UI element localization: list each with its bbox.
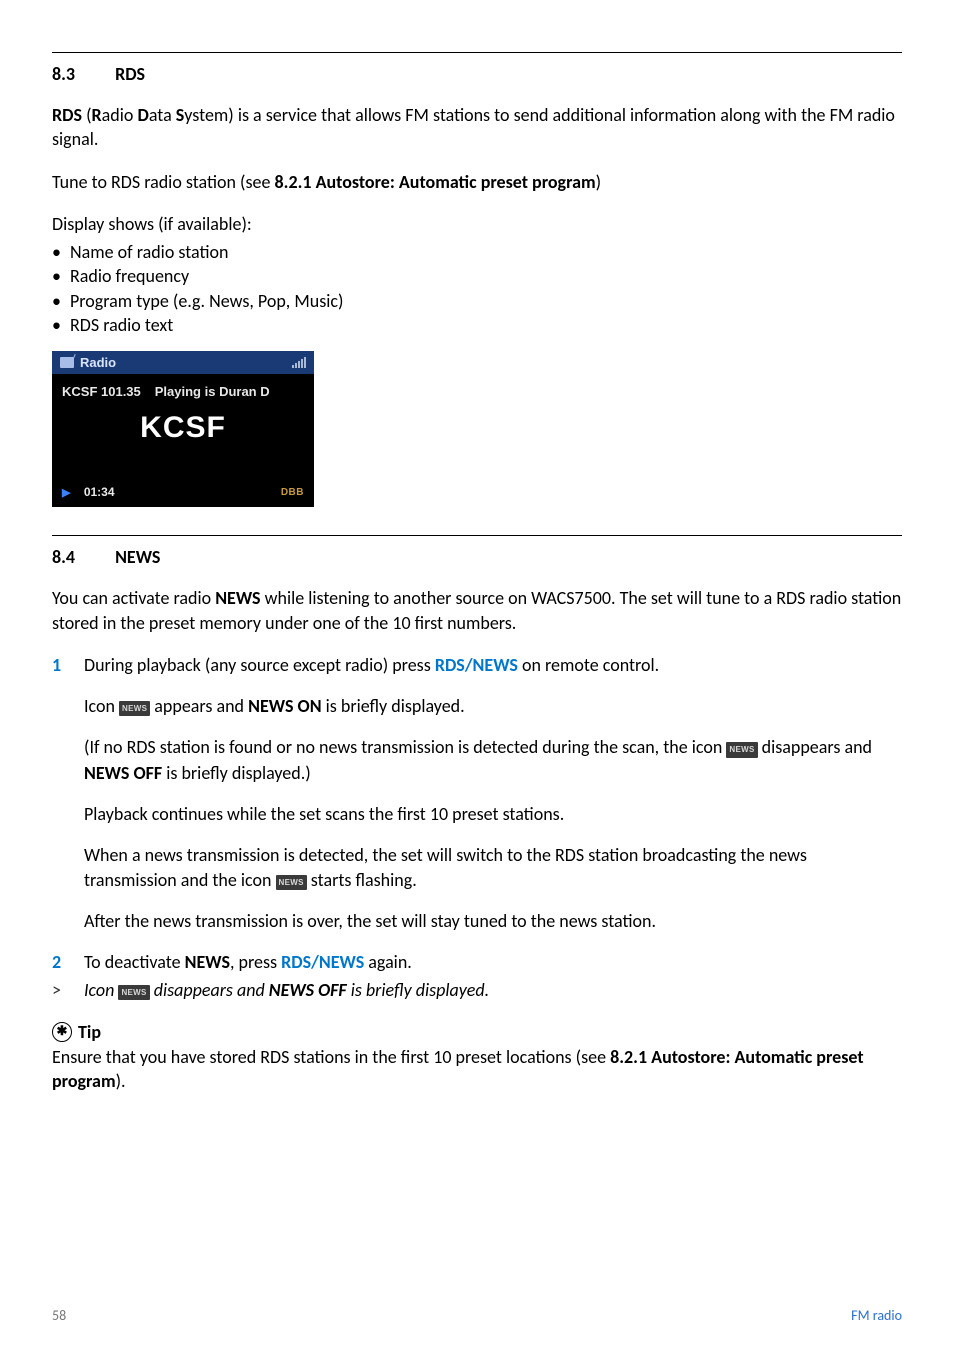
result-text: Icon NEWS appears and NEWS ON is briefly…: [84, 694, 902, 719]
text: D: [137, 104, 148, 126]
text: ).: [116, 1070, 126, 1092]
rds-intro: RDS (Radio Data System) is a service tha…: [52, 103, 902, 152]
text: NEWS: [185, 951, 230, 973]
footer-section: FM radio: [851, 1307, 902, 1324]
text: NEWS OFF: [269, 979, 347, 1001]
tip-label: Tip: [78, 1021, 101, 1043]
news-icon: NEWS: [276, 875, 307, 890]
result-marker: >: [52, 978, 84, 1003]
list-item: Name of radio station: [70, 240, 228, 264]
list-item: RDS radio text: [70, 313, 173, 337]
section-title: NEWS: [115, 546, 160, 568]
news-icon: NEWS: [119, 701, 150, 716]
dbb-indicator: DBB: [281, 487, 304, 498]
text: Tune to RDS radio station (see: [52, 171, 275, 193]
result-text: (If no RDS station is found or no news t…: [84, 735, 902, 785]
play-icon: ▶: [62, 487, 70, 499]
text: , press: [230, 951, 281, 973]
radio-frequency: KCSF 101.35: [62, 384, 141, 399]
result-text: When a news transmission is detected, th…: [84, 843, 902, 893]
text: disappears and: [150, 979, 269, 1001]
text: is briefly displayed.: [322, 695, 465, 717]
text: When a news transmission is detected, th…: [84, 844, 807, 891]
tip-body: Ensure that you have stored RDS stations…: [52, 1045, 902, 1094]
text: You can activate radio: [52, 587, 215, 609]
radio-station: KCSF: [52, 401, 314, 479]
section-title: RDS: [115, 63, 145, 85]
text: (If no RDS station is found or no news t…: [84, 736, 726, 758]
text: Icon: [84, 695, 119, 717]
signal-icon: [292, 357, 306, 368]
result-body: Icon NEWS disappears and NEWS OFF is bri…: [84, 978, 902, 1003]
text: ): [596, 171, 601, 193]
text: NEWS OFF: [84, 762, 162, 784]
text: is briefly displayed.): [162, 762, 311, 784]
text: again.: [364, 951, 412, 973]
text: During playback (any source except radio…: [84, 654, 435, 676]
section-number: 8.4: [52, 546, 75, 568]
step-number: 1: [52, 653, 84, 678]
step-body: During playback (any source except radio…: [84, 653, 902, 678]
radio-icon: [60, 357, 74, 368]
radio-display: Radio KCSF 101.35 Playing is Duran D KCS…: [52, 351, 314, 507]
text: NEWS: [215, 587, 260, 609]
text: R: [92, 104, 102, 126]
page-number: 58: [52, 1307, 66, 1324]
text: disappears and: [758, 736, 872, 758]
text: Ensure that you have stored RDS stations…: [52, 1046, 610, 1068]
text: starts flashing.: [307, 869, 417, 891]
result-text: Playback continues while the set scans t…: [84, 802, 902, 827]
result-text: After the news transmission is over, the…: [84, 909, 902, 934]
text: Icon: [84, 979, 118, 1001]
text: is briefly displayed.: [347, 979, 490, 1001]
tip-icon: ✱: [52, 1022, 72, 1042]
text: (: [82, 104, 92, 126]
text: RDS: [52, 104, 82, 126]
radio-time: 01:34: [84, 485, 115, 499]
step-number: 2: [52, 950, 84, 975]
display-list: •Name of radio station •Radio frequency …: [52, 240, 902, 337]
display-intro: Display shows (if available):: [52, 212, 902, 236]
text: NEWS ON: [248, 695, 321, 717]
radio-now-playing: Playing is Duran D: [155, 384, 270, 399]
text: 8.2.1 Autostore: Automatic preset progra…: [275, 171, 596, 193]
news-icon: NEWS: [118, 985, 149, 1000]
news-intro: You can activate radio NEWS while listen…: [52, 586, 902, 635]
tune-line: Tune to RDS radio station (see 8.2.1 Aut…: [52, 170, 902, 194]
section-number: 8.3: [52, 63, 75, 85]
text: on remote control.: [518, 654, 659, 676]
step-body: To deactivate NEWS, press RDS/NEWS again…: [84, 950, 902, 975]
list-item: Program type (e.g. News, Pop, Music): [70, 289, 343, 313]
news-icon: NEWS: [726, 742, 757, 757]
radio-title: Radio: [80, 355, 116, 370]
text: adio: [102, 104, 138, 126]
text: ata: [149, 104, 176, 126]
text: appears and: [150, 695, 248, 717]
tip-heading: ✱ Tip: [52, 1021, 902, 1043]
button-ref: RDS/NEWS: [435, 654, 518, 676]
button-ref: RDS/NEWS: [281, 951, 364, 973]
list-item: Radio frequency: [70, 264, 189, 288]
text: To deactivate: [84, 951, 185, 973]
